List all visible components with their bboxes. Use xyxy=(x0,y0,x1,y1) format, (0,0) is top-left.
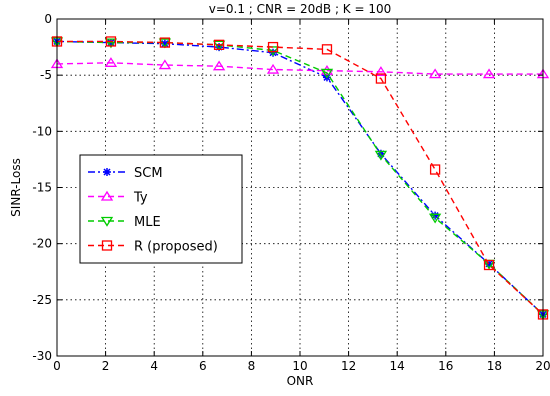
data-point xyxy=(105,36,117,47)
y-tick-label: -10 xyxy=(32,124,52,138)
legend-swatch-marker xyxy=(103,168,111,176)
data-point xyxy=(159,37,171,48)
legend: SCM Ty MLE R (proposed) xyxy=(79,154,243,264)
y-tick-label: -25 xyxy=(32,293,52,307)
x-tick-label: 12 xyxy=(341,359,356,373)
legend-label: Ty xyxy=(133,191,148,206)
y-axis-label: SINR-Loss xyxy=(9,158,23,217)
data-point xyxy=(428,68,442,79)
data-point xyxy=(160,39,169,48)
x-tick-label: 16 xyxy=(438,359,453,373)
chart-title: v=0.1 ; CNR = 20dB ; K = 100 xyxy=(209,2,392,16)
x-tick-label: 20 xyxy=(535,359,550,373)
data-point xyxy=(482,68,496,79)
data-point xyxy=(266,63,280,74)
y-tick-label: -20 xyxy=(32,237,52,251)
legend-label: R (proposed) xyxy=(134,240,218,255)
x-axis-label: ONR xyxy=(287,374,314,388)
legend-label: MLE xyxy=(134,215,161,230)
x-tick-label: 8 xyxy=(248,359,256,373)
x-tick-label: 14 xyxy=(390,359,405,373)
data-point xyxy=(215,43,224,52)
data-point xyxy=(374,66,388,76)
data-point xyxy=(158,59,172,70)
legend-swatch-marker xyxy=(101,240,113,251)
ticks: 0 2 4 6 8 10 12 14 16 18 20 0 -5 -10 -15 -20 -25 -30 xyxy=(32,12,550,373)
legend-swatch-marker xyxy=(100,190,114,201)
data-point xyxy=(269,48,278,57)
series-line xyxy=(57,40,544,315)
series-ty xyxy=(50,57,550,79)
data-point xyxy=(374,150,388,161)
data-point xyxy=(213,39,225,50)
y-tick-label: -30 xyxy=(32,349,52,363)
y-tick-label: -15 xyxy=(32,181,52,195)
data-point xyxy=(320,68,334,79)
x-tick-label: 2 xyxy=(102,359,110,373)
legend-label: SCM xyxy=(134,166,163,181)
series-line xyxy=(56,62,543,75)
data-point xyxy=(267,41,279,53)
y-tick-label: 0 xyxy=(44,12,52,26)
x-tick-label: 0 xyxy=(53,359,61,373)
x-tick-label: 10 xyxy=(292,359,307,373)
data-point xyxy=(104,38,118,49)
x-tick-label: 4 xyxy=(150,359,158,373)
data-point xyxy=(428,213,442,224)
data-point xyxy=(485,259,494,268)
data-point xyxy=(321,44,333,55)
x-tick-label: 18 xyxy=(487,359,502,373)
data-point xyxy=(104,57,118,67)
data-point xyxy=(483,259,495,271)
x-tick-label: 6 xyxy=(199,359,207,373)
data-point xyxy=(431,211,440,220)
y-tick-label: -5 xyxy=(40,68,52,82)
data-point xyxy=(212,60,226,71)
data-point xyxy=(429,164,441,175)
legend-swatch-marker xyxy=(100,216,114,227)
data-point xyxy=(375,73,387,84)
